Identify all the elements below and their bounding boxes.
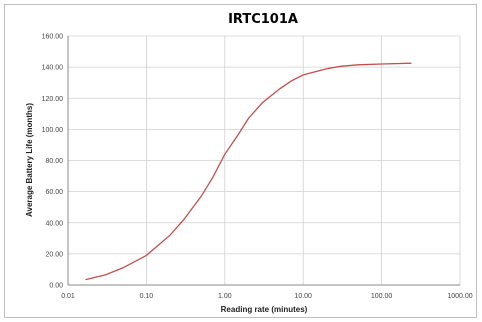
y-tick-label: 100.00	[42, 127, 64, 134]
y-tick-label: 20.00	[45, 251, 63, 258]
y-tick-label: 0.00	[49, 283, 63, 290]
chart-title: IRTC101A	[228, 12, 298, 27]
chart-frame	[4, 4, 477, 318]
x-tick-label: 1.00	[218, 293, 232, 300]
y-tick-label: 120.00	[42, 96, 64, 103]
series-line	[85, 62, 412, 281]
x-axis-label: Reading rate (minutes)	[221, 305, 308, 314]
grid	[67, 35, 461, 286]
x-tick-label: 0.10	[140, 293, 154, 300]
y-tick-label: 140.00	[42, 65, 64, 72]
y-tick-label: 160.00	[42, 34, 64, 41]
series-group	[85, 62, 412, 281]
x-tick-label: 1000.00	[447, 293, 472, 300]
axes	[67, 36, 460, 286]
x-axis-ticks: 0.01 0.10 1.00 10.00 100.00 1000.00	[61, 293, 473, 300]
y-tick-label: 60.00	[45, 189, 63, 196]
x-tick-label: 10.00	[294, 293, 312, 300]
y-tick-label: 80.00	[45, 158, 63, 165]
y-axis-ticks: 0.00 20.00 40.00 60.00 80.00 100.00 120.00 140.…	[42, 34, 64, 290]
x-tick-label: 100.00	[371, 293, 393, 300]
y-axis-label: Average Battery Life (months)	[25, 103, 34, 217]
x-tick-label: 0.01	[61, 293, 75, 300]
y-tick-label: 40.00	[45, 220, 63, 227]
